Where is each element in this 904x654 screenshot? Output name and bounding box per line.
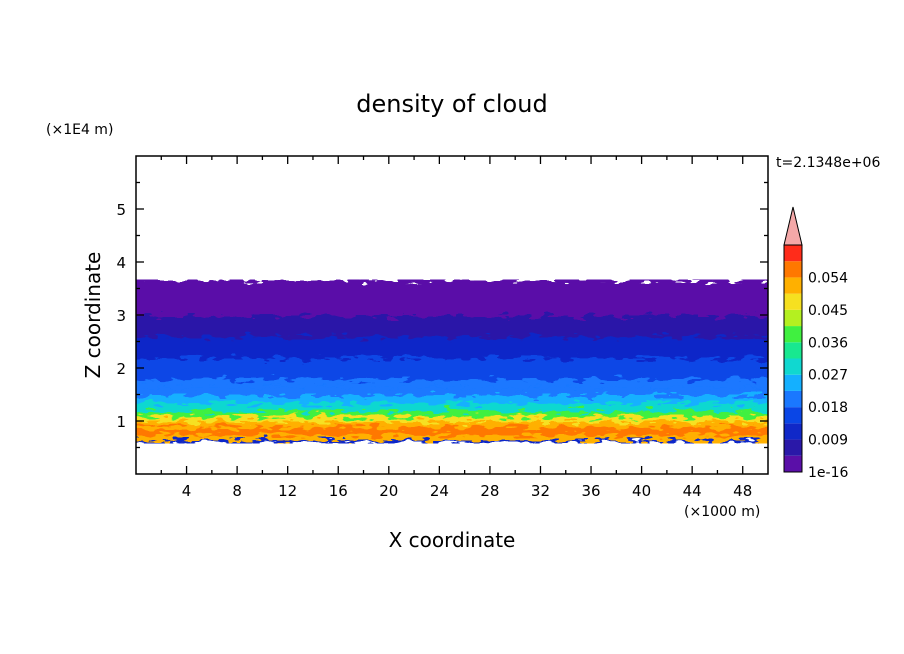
contour-band [136,438,768,444]
contour-band [136,420,768,428]
colorbar-swatch [784,261,802,278]
contour-band [136,425,768,436]
colorbar-frame [783,244,803,473]
contour-band [136,298,768,316]
contour-band [136,409,768,417]
contour-band [136,393,768,404]
x-tick-label: 36 [581,482,600,500]
x-axis-label: X coordinate [389,528,516,552]
x-tick-label: 8 [232,482,242,500]
x-tick-labels: 4 8 12 16 20 24 28 32 36 40 44 48 [182,482,752,500]
x-tick-label: 40 [632,482,651,500]
x-tick-label: 12 [278,482,297,500]
plot-field [136,279,768,444]
contour-band [136,335,768,348]
colorbar-swatch [784,326,802,343]
y-tick-label: 5 [116,201,126,219]
colorbar-swatch [784,342,802,359]
colorbar-swatch [784,390,802,408]
contour-band [136,433,768,441]
x-tick-label: 24 [430,482,449,500]
x-tick-label: 32 [531,482,550,500]
y-tick-label: 4 [116,254,126,272]
colorbar-swatch [784,455,802,472]
colorbar-over-triangle [783,206,803,246]
colorbar-label: 0.027 [808,368,848,384]
colorbar-label: 0.018 [808,400,848,416]
x-tick-label: 28 [480,482,499,500]
y-tick-label: 2 [116,360,126,378]
y-tick-label: 1 [116,413,126,431]
axis-ticks [136,156,768,474]
colorbar: 1e-16 0.009 0.018 0.027 0.036 0.045 0.054 [783,206,848,481]
colorbar-swatch [784,277,802,294]
y-axis-label: Z coordinate [81,252,105,379]
contour-band [136,377,768,388]
contour-band [136,345,768,359]
colorbar-label: 0.009 [808,433,848,449]
contour-band [136,279,768,301]
x-tick-label: 48 [733,482,752,500]
y-tick-labels: 1 2 3 4 5 [116,201,126,431]
colorbar-label: 0.054 [808,270,848,286]
x-unit-label: (×1000 m) [684,504,760,520]
colorbar-swatch [784,309,802,327]
contour-band [136,324,768,338]
colorbar-label: 0.036 [808,335,848,351]
colorbar-swatch [784,374,802,391]
y-tick-label: 3 [116,307,126,325]
x-tick-label: 44 [683,482,702,500]
colorbar-swatch [784,407,802,424]
x-tick-label: 16 [329,482,348,500]
x-tick-label: 20 [379,482,398,500]
contour-band [136,385,768,396]
time-label: t=2.1348e+06 [776,155,880,171]
contour-band [136,367,768,380]
contour-band [136,401,768,412]
colorbar-swatch [784,423,802,440]
contour-band [136,356,768,369]
contour-band [136,314,768,327]
x-tick-label: 4 [182,482,192,500]
chart-title: density of cloud [356,90,547,118]
y-unit-label: (×1E4 m) [46,122,113,138]
colorbar-label: 1e-16 [808,465,848,481]
colorbar-label: 0.045 [808,303,848,319]
colorbar-swatch [784,245,802,262]
contour-band [136,414,768,422]
colorbar-swatch [784,358,802,375]
colorbar-swatch [784,439,802,456]
colorbar-swatch [784,293,802,310]
